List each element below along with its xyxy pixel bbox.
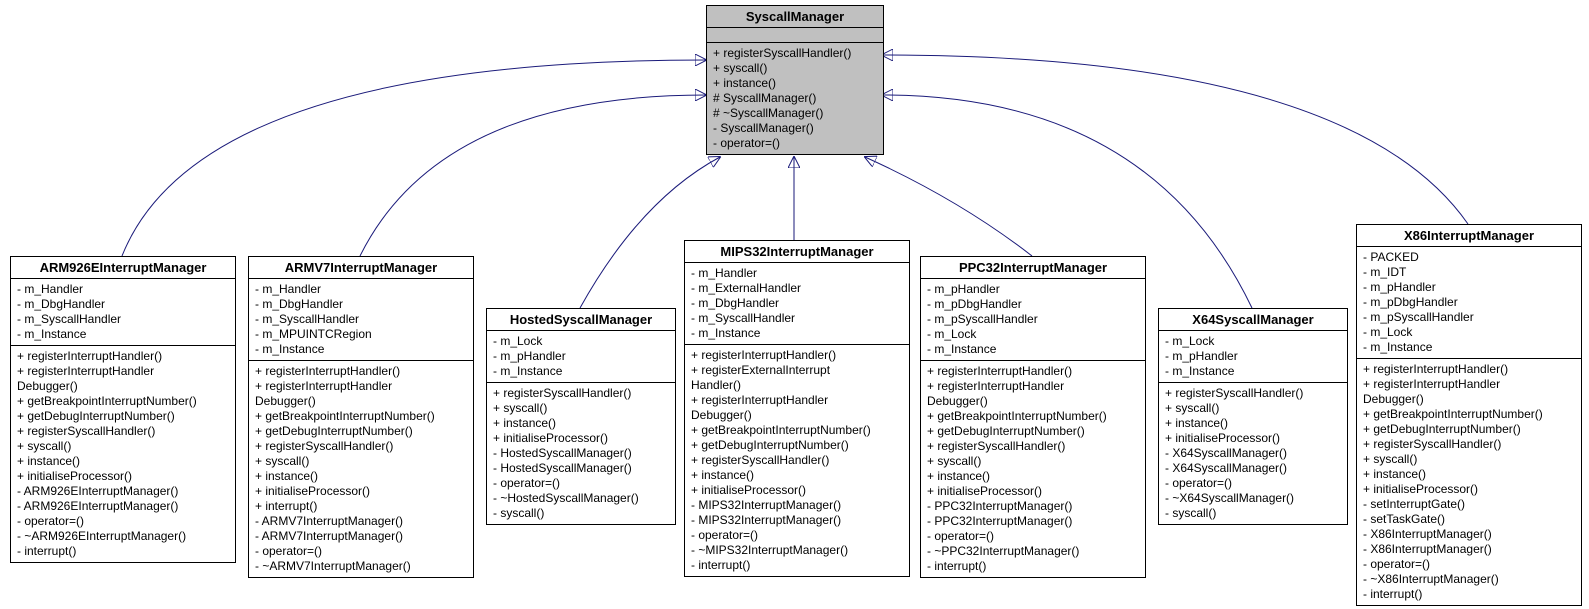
- parent-attrs-section: [707, 28, 883, 43]
- child-attrs-section: - m_Handler - m_DbgHandler - m_SyscallHa…: [11, 279, 235, 346]
- parent-ops-section: + registerSyscallHandler() + syscall() +…: [707, 43, 883, 154]
- inheritance-edge: [122, 60, 706, 256]
- child-attrs-section: - m_Lock - m_pHandler - m_Instance: [487, 331, 675, 383]
- child-class-box: X64SyscallManager- m_Lock - m_pHandler -…: [1158, 308, 1348, 525]
- child-ops-section: + registerSyscallHandler() + syscall() +…: [487, 383, 675, 524]
- child-ops-section: + registerInterruptHandler() + registerI…: [1357, 359, 1581, 605]
- child-attrs-section: - m_Handler - m_DbgHandler - m_SyscallHa…: [249, 279, 473, 361]
- child-ops-section: + registerSyscallHandler() + syscall() +…: [1159, 383, 1347, 524]
- child-class-title: HostedSyscallManager: [487, 309, 675, 331]
- child-class-title: PPC32InterruptManager: [921, 257, 1145, 279]
- inheritance-edge: [882, 55, 1468, 224]
- child-class-title: X64SyscallManager: [1159, 309, 1347, 331]
- child-class-box: PPC32InterruptManager- m_pHandler - m_pD…: [920, 256, 1146, 578]
- child-class-title: MIPS32InterruptManager: [685, 241, 909, 263]
- child-attrs-section: - PACKED - m_IDT - m_pHandler - m_pDbgHa…: [1357, 247, 1581, 359]
- child-class-box: ARM926EInterruptManager- m_Handler - m_D…: [10, 256, 236, 563]
- child-class-box: ARMV7InterruptManager- m_Handler - m_Dbg…: [248, 256, 474, 578]
- parent-class-title: SyscallManager: [707, 6, 883, 28]
- child-class-title: ARM926EInterruptManager: [11, 257, 235, 279]
- child-class-title: ARMV7InterruptManager: [249, 257, 473, 279]
- child-class-title: X86InterruptManager: [1357, 225, 1581, 247]
- child-attrs-section: - m_Handler - m_ExternalHandler - m_DbgH…: [685, 263, 909, 345]
- child-attrs-section: - m_pHandler - m_pDbgHandler - m_pSyscal…: [921, 279, 1145, 361]
- child-ops-section: + registerInterruptHandler() + registerI…: [249, 361, 473, 577]
- child-ops-section: + registerInterruptHandler() + registerI…: [921, 361, 1145, 577]
- inheritance-edge: [360, 95, 706, 256]
- parent-class-box: SyscallManager + registerSyscallHandler(…: [706, 5, 884, 155]
- child-ops-section: + registerInterruptHandler() + registerI…: [11, 346, 235, 562]
- child-class-box: HostedSyscallManager- m_Lock - m_pHandle…: [486, 308, 676, 525]
- child-ops-section: + registerInterruptHandler() + registerE…: [685, 345, 909, 576]
- child-class-box: X86InterruptManager- PACKED - m_IDT - m_…: [1356, 224, 1582, 606]
- child-class-box: MIPS32InterruptManager- m_Handler - m_Ex…: [684, 240, 910, 577]
- child-attrs-section: - m_Lock - m_pHandler - m_Instance: [1159, 331, 1347, 383]
